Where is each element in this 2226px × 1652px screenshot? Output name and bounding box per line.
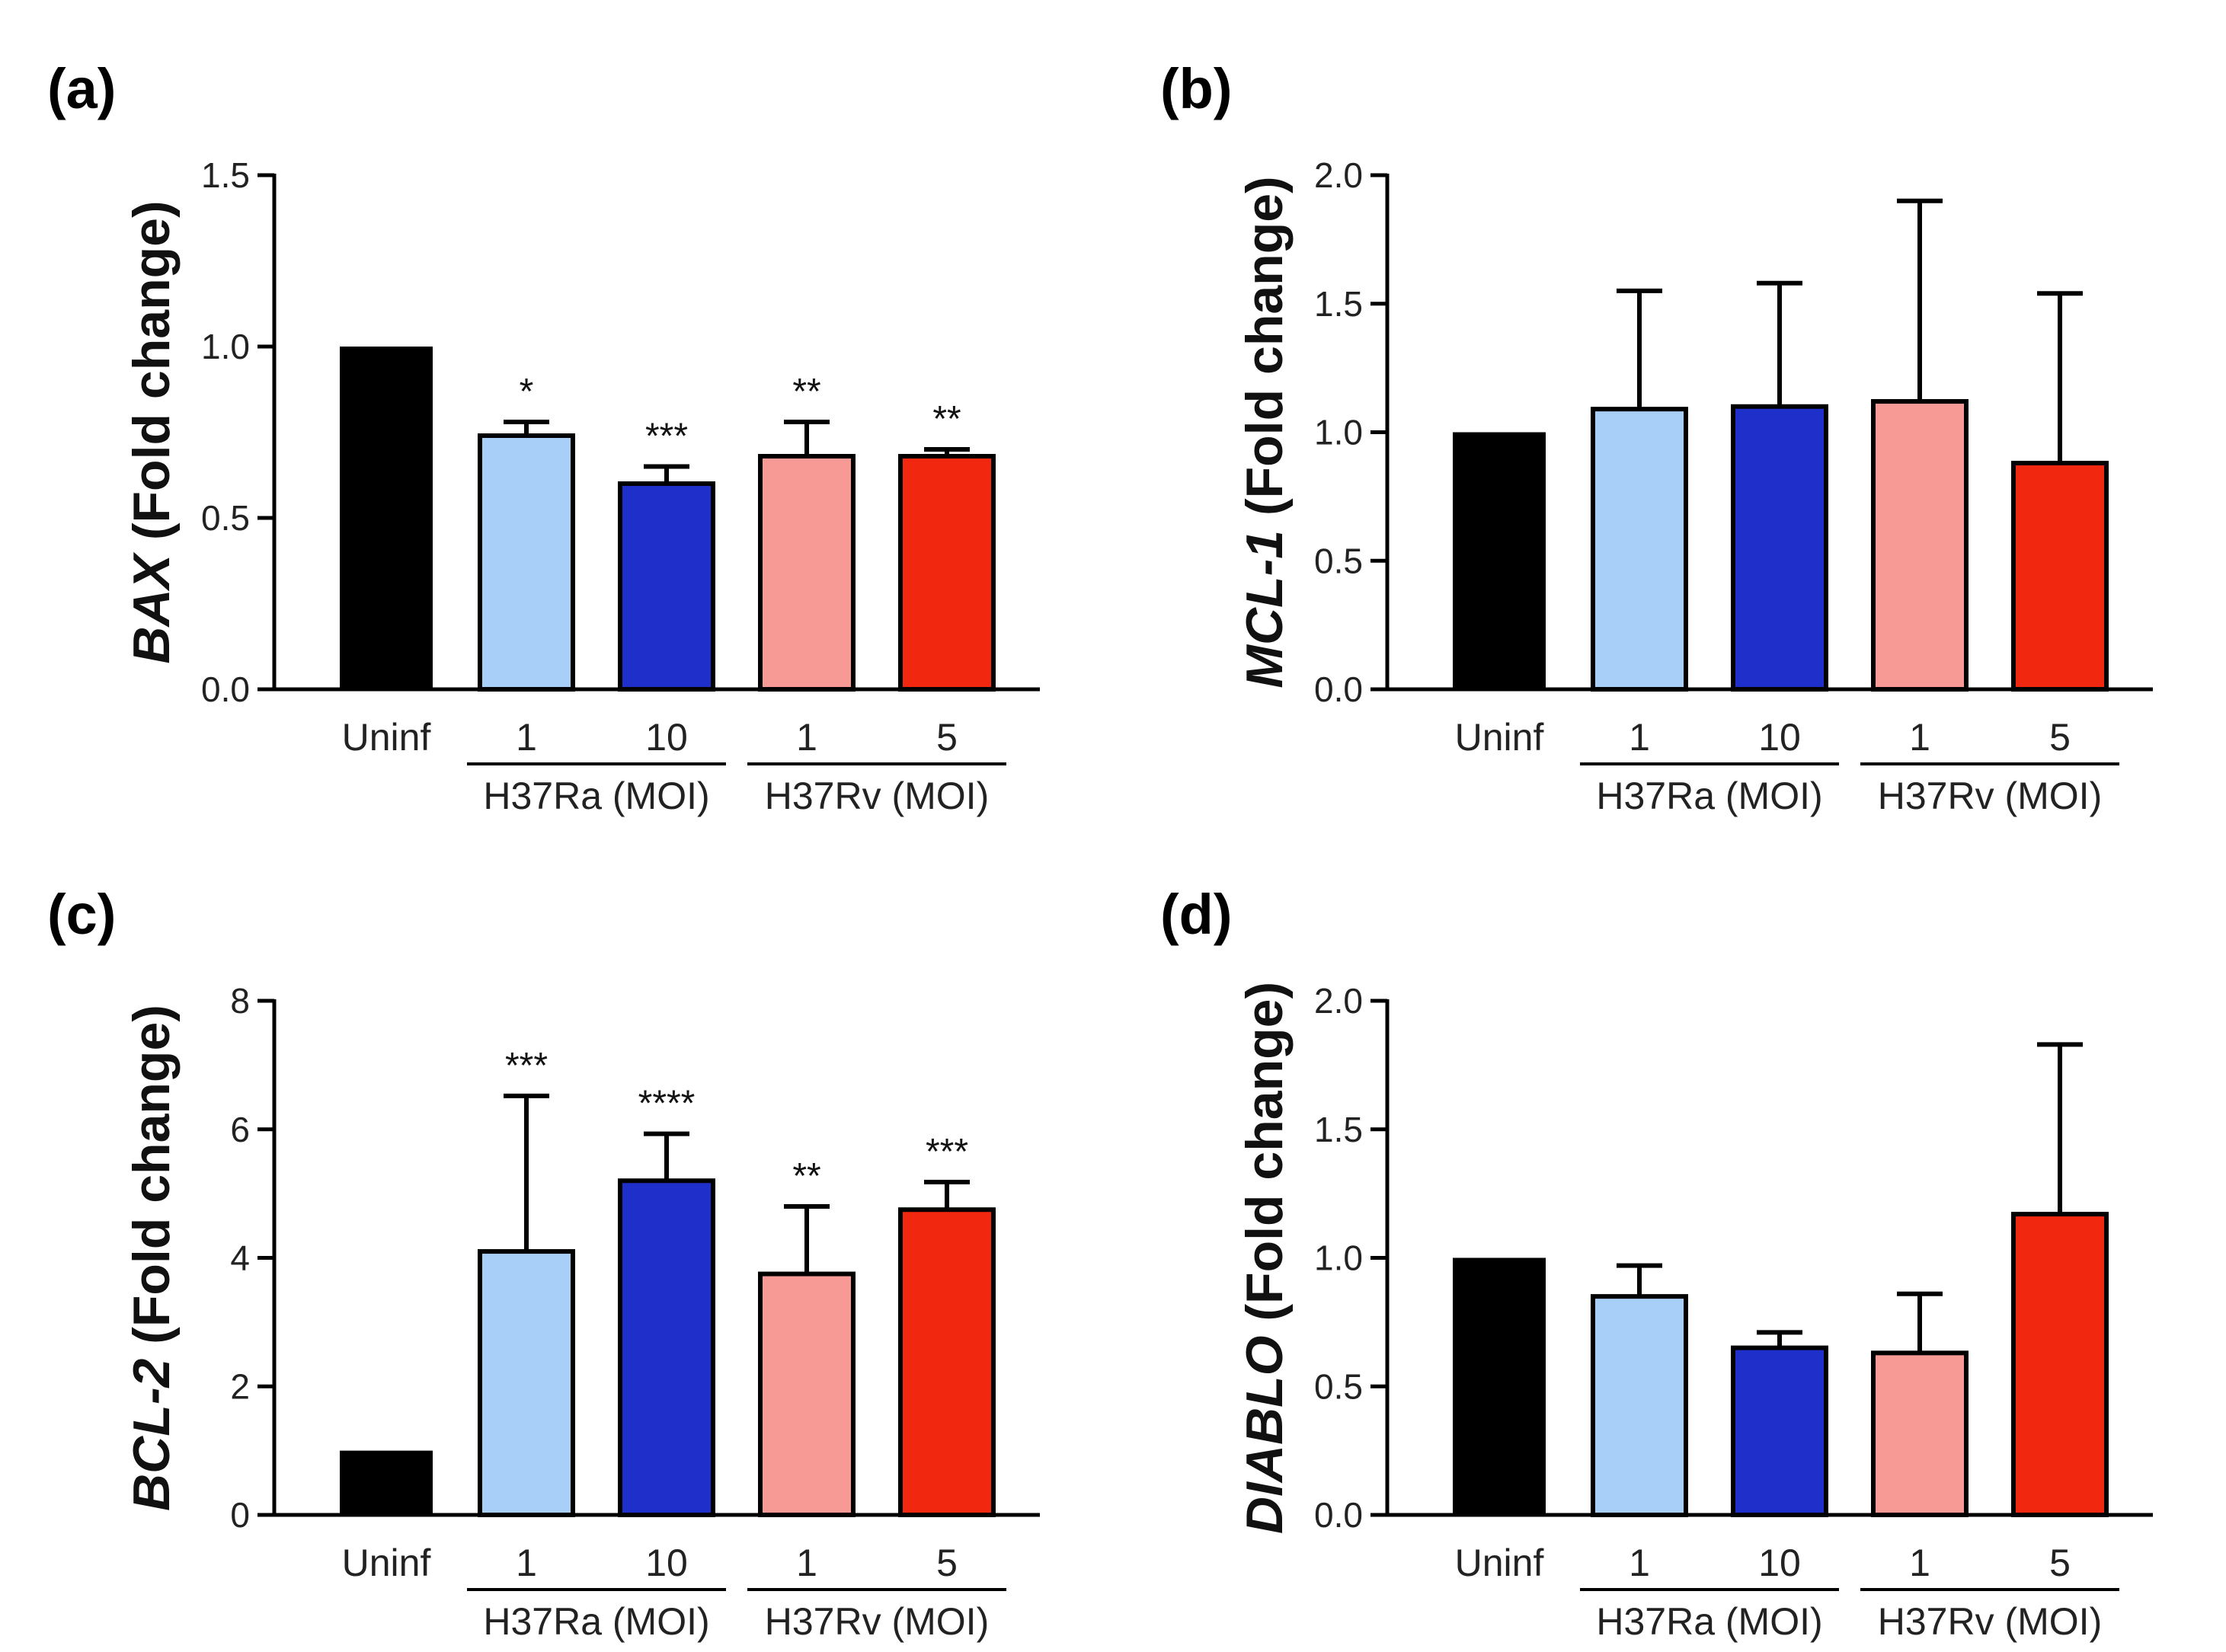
- x-category-label: 5: [2049, 1542, 2071, 1584]
- x-category-label: Uninf: [1455, 716, 1544, 759]
- chart-a: (a) BAX (Fold change) 0.0 0.5 1.0 1.5 Uninf * 1 *…: [47, 57, 1040, 817]
- x-category-label: 5: [2049, 716, 2071, 759]
- y-axis-title: BAX (Fold change): [123, 200, 181, 663]
- bar: [898, 1207, 996, 1517]
- y-tick-label: 6: [230, 1110, 250, 1149]
- y-axis-gene: BAX: [123, 551, 181, 663]
- x-category-label: Uninf: [1455, 1542, 1544, 1584]
- y-axis-title: MCL-1 (Fold change): [1236, 176, 1294, 688]
- y-tick-label: 0: [230, 1495, 250, 1535]
- x-category-label: 1: [1629, 716, 1650, 759]
- bar: [2011, 461, 2109, 692]
- panel-b: (b) MCL-1 (Fold change) 0.0 0.5 1.0 1.5 2.0 Uni…: [1113, 0, 2226, 826]
- y-tick-label: 0.5: [201, 498, 250, 538]
- x-category-label: 10: [1758, 1542, 1801, 1584]
- bar: [478, 433, 575, 692]
- y-axis-unit: (Fold change): [123, 1005, 181, 1359]
- x-category-label: 10: [645, 1542, 688, 1584]
- x-category-label: 1: [1909, 716, 1930, 759]
- y-axis-unit: (Fold change): [1236, 982, 1294, 1336]
- y-axis-title: DIABLO (Fold change): [1236, 982, 1294, 1534]
- y-tick-label: 2: [230, 1366, 250, 1406]
- chart-c: (c)BCL-2 (Fold change)02468Uninf***1****…: [47, 883, 1040, 1643]
- group-label: H37Rv (MOI): [1878, 775, 2102, 817]
- y-tick-label: 1.5: [201, 155, 250, 195]
- bar: [478, 1249, 575, 1517]
- group-label: H37Rv (MOI): [765, 775, 989, 817]
- x-category-label: 1: [516, 1542, 537, 1584]
- y-axis-gene: BCL-2: [123, 1359, 181, 1511]
- significance-label: ***: [645, 417, 688, 457]
- y-tick-label: 1.0: [1314, 1238, 1363, 1278]
- group-label: H37Rv (MOI): [1878, 1600, 2102, 1643]
- significance-label: **: [792, 372, 820, 412]
- y-tick-label: 1.0: [201, 327, 250, 366]
- y-axis-unit: (Fold change): [123, 200, 181, 554]
- y-tick-label: 2.0: [1314, 981, 1363, 1021]
- x-category-label: 1: [516, 716, 537, 759]
- group-label: H37Ra (MOI): [1596, 775, 1822, 817]
- bar: [898, 454, 996, 692]
- panel-a: (a) BAX (Fold change) 0.0 0.5 1.0 1.5 Uninf * 1 *…: [0, 0, 1113, 826]
- significance-label: ****: [638, 1084, 696, 1124]
- y-tick-label: 4: [230, 1238, 250, 1278]
- y-tick-label: 0.5: [1314, 1366, 1363, 1406]
- significance-label: **: [932, 399, 961, 439]
- y-tick-label: 8: [230, 981, 250, 1021]
- bar: [758, 454, 856, 692]
- bar: [618, 481, 715, 692]
- significance-label: *: [520, 372, 534, 412]
- y-tick-label: 1.5: [1314, 1110, 1363, 1149]
- x-category-label: 5: [936, 1542, 958, 1584]
- group-label: H37Ra (MOI): [1596, 1600, 1822, 1643]
- y-tick-label: 2.0: [1314, 155, 1363, 195]
- bar: [758, 1271, 856, 1517]
- bar: [340, 1450, 433, 1515]
- bar: [618, 1178, 715, 1517]
- panel-label: (c): [47, 883, 116, 946]
- y-axis-gene: DIABLO: [1236, 1336, 1294, 1535]
- bar: [1731, 1345, 1828, 1517]
- x-category-label: 1: [796, 716, 817, 759]
- x-category-label: 1: [796, 1542, 817, 1584]
- y-tick-label: 0.5: [1314, 541, 1363, 580]
- y-tick-label: 0.0: [201, 669, 250, 709]
- panel-c: (c) BCL-2 (Fold change) 0 2 4 6 8 Uninf *** 1 ****…: [0, 826, 1113, 1651]
- y-axis-gene: MCL-1: [1236, 530, 1294, 689]
- significance-label: ***: [505, 1046, 548, 1086]
- x-category-label: 1: [1909, 1542, 1930, 1584]
- x-category-label: Uninf: [342, 1542, 431, 1584]
- x-category-label: 10: [645, 716, 688, 759]
- y-tick-label: 0.0: [1314, 669, 1363, 709]
- x-category-label: 1: [1629, 1542, 1650, 1584]
- bar: [1453, 432, 1546, 689]
- bar: [1871, 399, 1969, 692]
- x-category-label: 5: [936, 716, 958, 759]
- significance-label: ***: [926, 1132, 968, 1172]
- y-tick-label: 1.0: [1314, 413, 1363, 452]
- group-label: H37Rv (MOI): [765, 1600, 989, 1643]
- bar: [2011, 1212, 2109, 1517]
- panel-d: (d) DIABLO (Fold change) 0.0 0.5 1.0 1.5 2.0 Un…: [1113, 826, 2226, 1651]
- group-label: H37Ra (MOI): [483, 1600, 709, 1643]
- panel-label: (d): [1160, 883, 1233, 946]
- bar: [1591, 407, 1688, 692]
- panel-label: (b): [1160, 57, 1233, 120]
- group-label: H37Ra (MOI): [483, 775, 709, 817]
- chart-d: (d)DIABLO (Fold change)0.00.51.01.52.0Un…: [1160, 883, 2153, 1643]
- panel-label: (a): [47, 57, 116, 120]
- y-axis-title: BCL-2 (Fold change): [123, 1005, 181, 1511]
- bar: [1871, 1350, 1969, 1517]
- chart-b: (b)MCL-1 (Fold change)0.00.51.01.52.0Uni…: [1160, 57, 2153, 817]
- x-category-label: Uninf: [342, 716, 431, 759]
- y-tick-label: 1.5: [1314, 284, 1363, 324]
- y-axis-unit: (Fold change): [1236, 176, 1294, 530]
- x-category-label: 10: [1758, 716, 1801, 759]
- bar: [1591, 1294, 1688, 1517]
- bar: [1731, 404, 1828, 692]
- significance-label: **: [792, 1156, 820, 1197]
- y-tick-label: 0.0: [1314, 1495, 1363, 1535]
- bar: [340, 347, 433, 689]
- bar: [1453, 1257, 1546, 1515]
